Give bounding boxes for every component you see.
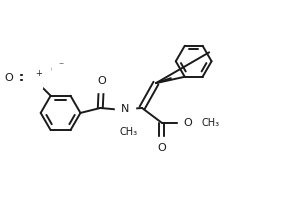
Text: CH₃: CH₃: [202, 118, 220, 128]
Text: +: +: [35, 69, 42, 78]
Text: O: O: [183, 118, 192, 128]
Text: O: O: [157, 143, 166, 153]
Text: N: N: [29, 73, 37, 83]
Text: CH₃: CH₃: [119, 127, 137, 137]
Text: O: O: [50, 65, 59, 75]
Text: ⁻: ⁻: [58, 61, 63, 71]
Text: O: O: [97, 76, 106, 86]
Text: O: O: [5, 73, 13, 83]
Text: N: N: [121, 104, 129, 114]
